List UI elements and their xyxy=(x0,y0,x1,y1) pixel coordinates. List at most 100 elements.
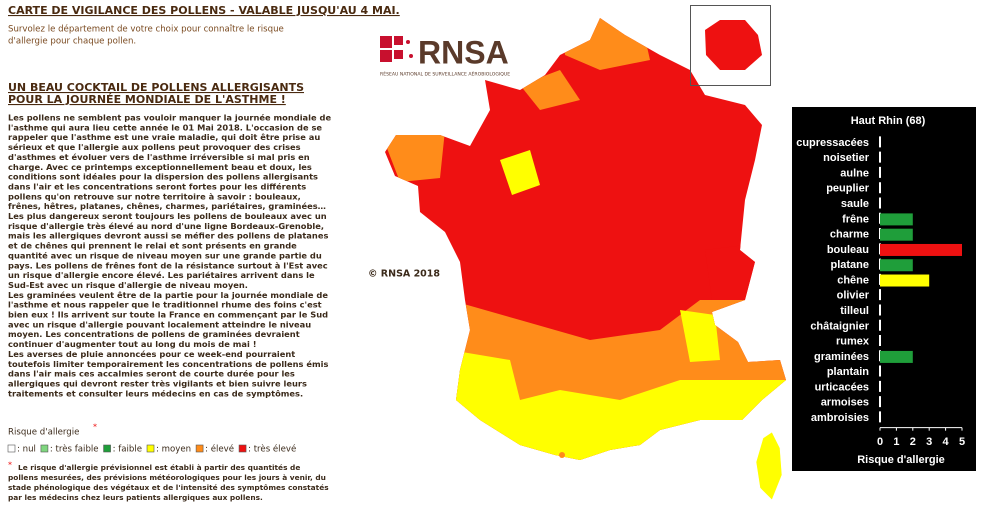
article-line: risque d'allergie très élevé au nord d'u… xyxy=(8,221,324,231)
map-region[interactable] xyxy=(500,150,540,195)
article-line: quantité avec un risque de niveau moyen … xyxy=(8,250,322,260)
y-tick-label: urticacées xyxy=(815,381,869,393)
article-line: Les plus dangereux seront toujours les p… xyxy=(8,211,327,221)
y-tick-label: graminées xyxy=(814,351,869,363)
page-title: CARTE DE VIGILANCE DES POLLENS - VALABLE… xyxy=(8,4,400,17)
y-tick-label: armoises xyxy=(821,397,869,409)
chart-title: Haut Rhin (68) xyxy=(851,115,926,127)
bar xyxy=(880,243,962,256)
article-line: traitements et consulter leurs médecins … xyxy=(8,388,303,398)
legend-swatch xyxy=(146,444,155,453)
logo-square xyxy=(394,50,403,59)
footnote-asterisk: * xyxy=(8,461,12,470)
legend-swatch xyxy=(7,444,16,453)
legend-label: : élevé xyxy=(205,444,234,455)
legend-swatch xyxy=(195,444,204,453)
inset-frame xyxy=(690,5,771,86)
footnote-line: pollens mesurées, des prévisions météoro… xyxy=(8,473,326,482)
logo-text: RNSA xyxy=(418,34,509,70)
article-line: toutefois limiter temporairement les con… xyxy=(8,359,328,369)
legend-asterisk: * xyxy=(93,423,97,432)
article-line: dans l'air mais ces accalmies seront de … xyxy=(8,369,295,379)
article-line: pays. Les pollens de frênes font de la r… xyxy=(8,260,328,270)
y-tick-label: peuplier xyxy=(826,183,870,195)
y-tick-label: saule xyxy=(841,198,869,210)
article-line: frênes, hêtres, platanes, chênes, charme… xyxy=(8,201,326,211)
x-tick-label: 3 xyxy=(926,436,932,448)
x-tick-label: 2 xyxy=(910,436,916,448)
legend-swatch xyxy=(103,444,111,453)
bar xyxy=(880,228,913,241)
y-tick-label: tilleul xyxy=(840,305,869,317)
article-line: et de chênes qui prennent le relai et so… xyxy=(8,241,297,251)
legend-label: : nul xyxy=(17,445,36,455)
article-line: un risque d'allergie encore élevé. Les p… xyxy=(8,270,315,280)
legend-label: : moyen xyxy=(156,445,191,455)
x-axis-label: Risque d'allergie xyxy=(857,454,945,466)
article-title-line: UN BEAU COCKTAIL DE POLLENS ALLERGISANTS xyxy=(8,81,304,94)
article-line: pollens qu'on retrouve sur notre territo… xyxy=(8,191,301,201)
map-region[interactable] xyxy=(559,452,565,458)
bar-chart: 0 1 2 3 4 5 Risque d'allergie cupressacées noise… xyxy=(796,135,965,466)
y-tick-label: aulne xyxy=(840,167,869,179)
x-tick-label: 5 xyxy=(959,436,965,448)
y-tick-label: olivier xyxy=(837,290,870,302)
y-tick-label: charme xyxy=(830,229,869,241)
rnsa-logo: RNSA RÉSEAU NATIONAL DE SURVEILLANCE AÉR… xyxy=(380,34,510,78)
x-tick-label: 1 xyxy=(893,436,899,448)
bar xyxy=(880,350,913,363)
article-line: mais les allergiques devront aussi se mé… xyxy=(8,231,328,241)
legend-title: Risque d'allergie xyxy=(8,428,79,438)
y-tick-label: noisetier xyxy=(823,152,870,164)
map-region[interactable] xyxy=(705,245,755,300)
logo-square xyxy=(380,36,392,48)
y-tick-label: plantain xyxy=(827,366,869,378)
x-tick-label: 0 xyxy=(877,436,883,448)
logo-subtitle: RÉSEAU NATIONAL DE SURVEILLANCE AÉROBIOL… xyxy=(380,70,510,78)
copyright: © RNSA 2018 xyxy=(368,269,440,280)
inset-map[interactable] xyxy=(705,20,762,70)
y-tick-label: rumex xyxy=(836,336,870,348)
logo-dot xyxy=(406,40,410,44)
y-tick-label: châtaignier xyxy=(810,320,869,332)
article-line: rappeler que l'asthme est une vraie mala… xyxy=(8,132,320,142)
article-line: charge. Avec ce printemps exceptionnelle… xyxy=(8,162,312,172)
article-line: avec un risque d'allergie pouvant locale… xyxy=(8,319,311,329)
map-region[interactable] xyxy=(680,310,720,362)
bar xyxy=(880,274,930,287)
article-line: d'asthmes et évoluer vers de l'asthme ir… xyxy=(8,152,310,162)
article-line: conditions sont idéales pour la dispersi… xyxy=(8,172,318,182)
y-tick-label: ambroisies xyxy=(811,412,869,424)
article-line: Les averses de pluie annoncées pour ce w… xyxy=(8,349,295,359)
article-line: bien eux ! Ils arrivent sur toute la Fra… xyxy=(8,310,328,320)
bar xyxy=(880,213,913,226)
article-line: l'asthme et nous rappeler que le traditi… xyxy=(8,300,322,310)
footnote-line: par les médecins chez leurs patients all… xyxy=(8,493,263,502)
article-line: sérieux et que l'allergie aux pollens pe… xyxy=(8,142,301,152)
corsica[interactable] xyxy=(755,431,783,501)
article-line: Les graminées veulent être de la partie … xyxy=(8,290,328,300)
article-line: continuer d'augmenter tout au long du mo… xyxy=(8,339,257,349)
x-tick-label: 4 xyxy=(943,436,950,448)
logo-dot xyxy=(409,54,413,58)
footnote-line: stade phénologique des végétaux et de l'… xyxy=(8,483,329,492)
footnote-line: Le risque d'allergie prévisionnel est ét… xyxy=(18,463,300,472)
y-tick-label: bouleau xyxy=(827,244,869,256)
legend-swatch xyxy=(238,444,247,453)
legend-label: : très élevé xyxy=(248,444,296,455)
article-line: allergiques qui devront rester très vigi… xyxy=(8,378,307,388)
subtitle-line: d'allergie pour chaque pollen. xyxy=(8,37,136,47)
logo-square xyxy=(380,50,392,62)
logo-square xyxy=(394,36,403,45)
map[interactable] xyxy=(370,10,790,501)
article-line: l'asthme qui aura lieu cette année le 01… xyxy=(8,122,322,132)
y-tick-label: frêne xyxy=(842,213,869,225)
y-tick-label: cupressacées xyxy=(796,137,869,149)
article-line: Les pollens ne semblent pas vouloir manq… xyxy=(8,113,331,123)
article-title-line: POUR LA JOURNÉE MONDIALE DE L'ASTHME ! xyxy=(8,93,286,106)
chart-panel xyxy=(792,107,976,471)
article-line: moyen. Les concentrations de pollens de … xyxy=(8,329,300,339)
map-region[interactable] xyxy=(380,130,445,182)
article-line: Sud-Est avec un risque d'allergie de niv… xyxy=(8,280,248,290)
